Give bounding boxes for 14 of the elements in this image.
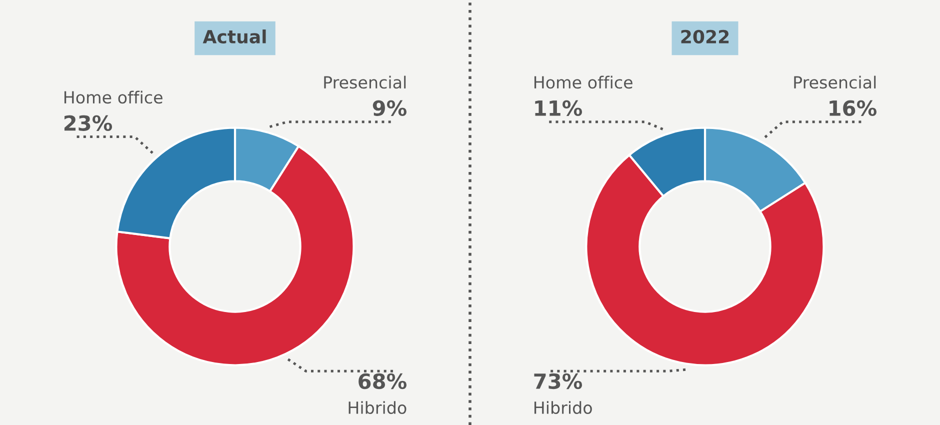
data-label: 16% [830, 100, 877, 116]
slice-label: Hibrido [348, 401, 406, 414]
data-label: 73% [534, 373, 582, 390]
chart-title: Actual [202, 30, 266, 44]
data-label: 68% [358, 373, 407, 390]
data-label: 23% [64, 115, 112, 131]
slice-label: Presencial [324, 76, 406, 89]
slice-label: Hibrido [534, 401, 592, 414]
chart-title: 2022 [681, 30, 729, 44]
data-label: 11% [535, 100, 582, 116]
slice-label: Home office [534, 76, 632, 89]
data-label: 9% [372, 100, 407, 116]
slice-label: Home office [64, 90, 162, 104]
slice-label: Presencial [794, 76, 876, 89]
